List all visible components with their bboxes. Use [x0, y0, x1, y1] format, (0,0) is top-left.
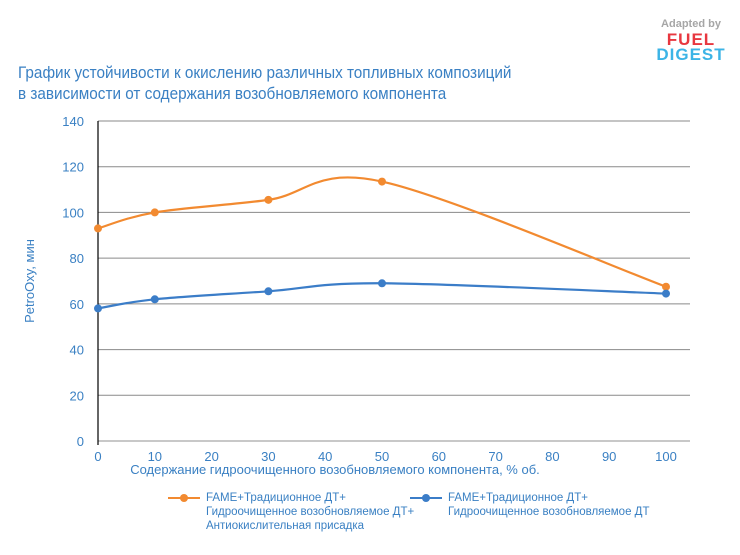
data-point — [662, 289, 670, 298]
x-tick-label: 40 — [318, 449, 332, 464]
x-tick-label: 50 — [375, 449, 389, 464]
legend-marker-orange — [168, 494, 200, 502]
legend-label: Антиокислительная присадка — [206, 520, 365, 532]
x-tick-label: 60 — [432, 449, 446, 464]
data-point — [150, 295, 159, 304]
x-tick-label: 70 — [488, 449, 502, 464]
y-axis-label: PetroOxy, мин — [22, 239, 37, 323]
y-tick-label: 20 — [70, 388, 84, 403]
x-tick-label: 100 — [655, 449, 677, 464]
chart-title-line-1: График устойчивости к окислению различны… — [18, 63, 512, 82]
data-point — [94, 224, 102, 233]
x-axis-label: Содержание гидроочищенного возобновляемо… — [130, 462, 540, 477]
y-tick-label: 0 — [77, 434, 84, 449]
legend-label: Гидроочищенное возобновляемое ДТ+ — [206, 506, 415, 518]
data-point — [378, 279, 386, 288]
y-tick-label: 100 — [62, 205, 84, 220]
x-tick-label: 20 — [204, 449, 218, 464]
logo-digest: DIGEST — [656, 45, 726, 64]
y-tick-label: 120 — [62, 160, 84, 175]
chart-title-line-2: в зависимости от содержания возобновляем… — [18, 84, 447, 103]
data-point — [150, 208, 159, 217]
legend-item-series-1: FAME+Традиционное ДТ+ Гидроочищенное воз… — [168, 491, 414, 533]
data-point — [264, 287, 273, 296]
y-tick-label: 40 — [70, 343, 84, 358]
logo-fuel: FUEL — [666, 30, 716, 49]
legend-label: FAME+Традиционное ДТ+ — [448, 492, 588, 504]
legend-item-series-2: FAME+Традиционное ДТ+ Гидроочищенное воз… — [410, 491, 650, 519]
x-tick-label: 30 — [261, 449, 275, 464]
series-line-1 — [97, 176, 667, 288]
x-tick-label: 90 — [602, 449, 616, 464]
x-tick-label: 0 — [94, 449, 101, 464]
legend-label: Гидроочищенное возобновляемое ДТ — [448, 506, 650, 518]
legend-marker-blue — [410, 494, 442, 502]
data-point — [378, 177, 386, 186]
legend-label: FAME+Традиционное ДТ+ — [206, 492, 346, 504]
data-point — [662, 282, 670, 291]
chart-title: График устойчивости к окислению различны… — [18, 62, 511, 104]
y-tick-label: 60 — [70, 297, 84, 312]
data-point — [264, 195, 273, 204]
y-tick-label: 140 — [62, 114, 84, 129]
x-tick-label: 80 — [545, 449, 559, 464]
data-point — [94, 304, 102, 313]
x-tick-label: 10 — [148, 449, 162, 464]
logo-adapted: Adapted by — [661, 18, 721, 30]
fuel-digest-logo: Adapted by FUEL DIGEST — [656, 17, 726, 64]
y-tick-label: 80 — [70, 251, 84, 266]
